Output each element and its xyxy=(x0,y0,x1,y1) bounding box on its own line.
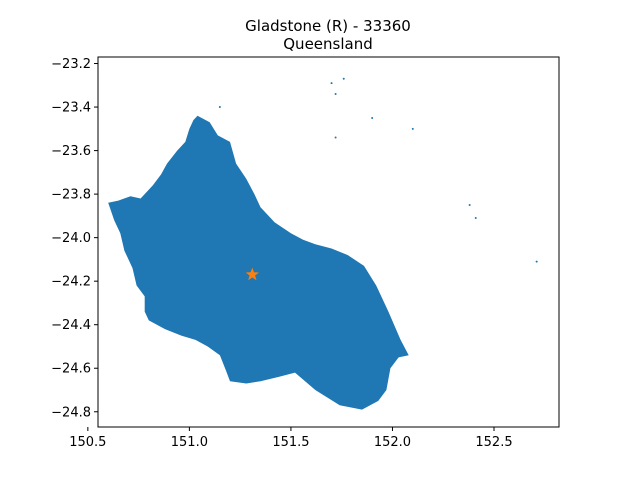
y-axis: −23.2 −23.4 −23.6 −23.8 −24.0 −24.2 −24.4 −24.6… xyxy=(51,57,98,420)
axes-frame xyxy=(97,56,560,428)
y-tick-label: −24.6 xyxy=(51,362,91,377)
chart-title-line-1: Gladstone (R) - 33360 xyxy=(245,17,411,35)
y-tick-label: −23.8 xyxy=(51,188,91,203)
x-tick-label: 152.5 xyxy=(475,435,512,450)
island-8 xyxy=(474,217,477,220)
x-tick-label: 150.5 xyxy=(69,435,106,450)
island-2 xyxy=(334,93,337,95)
map-data-layer xyxy=(108,77,538,410)
island-4 xyxy=(371,116,374,119)
y-tick-label: −23.6 xyxy=(51,144,91,159)
island-6 xyxy=(411,127,414,130)
chart-title-line-2: Queensland xyxy=(283,35,372,53)
y-tick-label: −23.4 xyxy=(51,101,91,116)
island-1 xyxy=(330,82,333,85)
y-tick-label: −23.2 xyxy=(51,57,91,72)
y-tick-label: −24.0 xyxy=(51,231,91,246)
island-5 xyxy=(334,136,337,139)
x-tick-label: 151.0 xyxy=(171,435,208,450)
island-10 xyxy=(218,106,221,109)
x-tick-label: 151.5 xyxy=(272,435,309,450)
island-9 xyxy=(535,260,538,263)
location-star-marker xyxy=(245,267,259,281)
y-tick-label: −24.4 xyxy=(51,318,91,333)
x-axis: 150.5 151.0 151.5 152.0 152.5 xyxy=(69,427,513,450)
region-polygon xyxy=(108,115,409,410)
x-tick-label: 152.0 xyxy=(374,435,411,450)
island-3 xyxy=(342,77,345,80)
island-7 xyxy=(468,204,471,206)
y-tick-label: −24.8 xyxy=(51,405,91,420)
y-tick-label: −24.2 xyxy=(51,275,91,290)
